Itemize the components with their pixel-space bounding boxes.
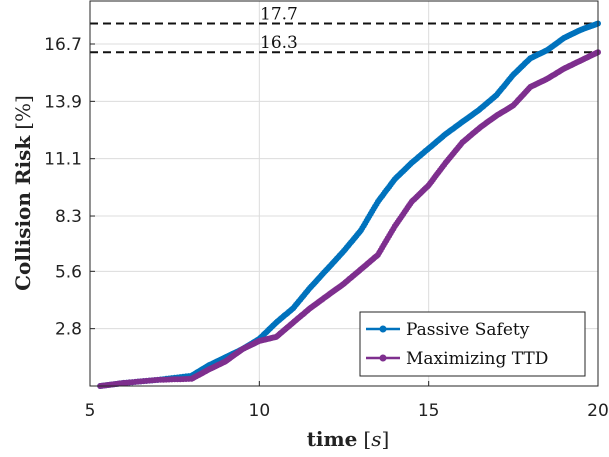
y-tick-label: 13.9 [44, 92, 82, 112]
y-axis-label-text: Collision Risk [11, 135, 35, 291]
y-axis-unit-text: % [11, 103, 35, 122]
reference-line-label: 17.7 [260, 5, 298, 25]
plot-frame [89, 0, 599, 387]
x-tick-label: 10 [249, 401, 271, 421]
series-group [97, 20, 601, 389]
y-tick-label: 11.1 [44, 150, 82, 170]
y-axis-label: Collision Risk [%] [11, 95, 35, 291]
y-tick-label: 2.8 [55, 320, 82, 340]
legend-label-passive-safety: Passive Safety [406, 320, 530, 340]
x-axis-label: time [s] [307, 427, 390, 451]
legend-box [359, 311, 586, 377]
reference-lines: 17.7 16.3 [90, 5, 598, 54]
x-tick-labels: 5 10 15 20 [85, 401, 609, 421]
legend-marker-passive-safety [379, 325, 387, 333]
x-axis-unit-text: s [371, 427, 381, 451]
y-axis-unit: [%] [11, 95, 35, 130]
y-tick-labels: 2.8 5.6 8.3 11.1 13.9 16.7 [44, 35, 82, 340]
x-tick-label: 20 [587, 401, 609, 421]
x-tick-label: 5 [85, 401, 96, 421]
reference-line-label: 16.3 [260, 33, 298, 53]
y-tick-label: 16.7 [44, 35, 82, 55]
y-tick-label: 8.3 [55, 207, 82, 227]
y-tick-label: 5.6 [55, 262, 82, 282]
grid-lines [89, 1, 599, 386]
x-tick-label: 15 [418, 401, 440, 421]
x-axis-unit: [s] [363, 427, 389, 451]
legend-marker-maximizing-ttd [379, 354, 387, 362]
legend: Passive Safety Maximizing TTD [359, 311, 586, 377]
x-axis-label-text: time [307, 427, 358, 451]
legend-label-maximizing-ttd: Maximizing TTD [406, 349, 548, 369]
